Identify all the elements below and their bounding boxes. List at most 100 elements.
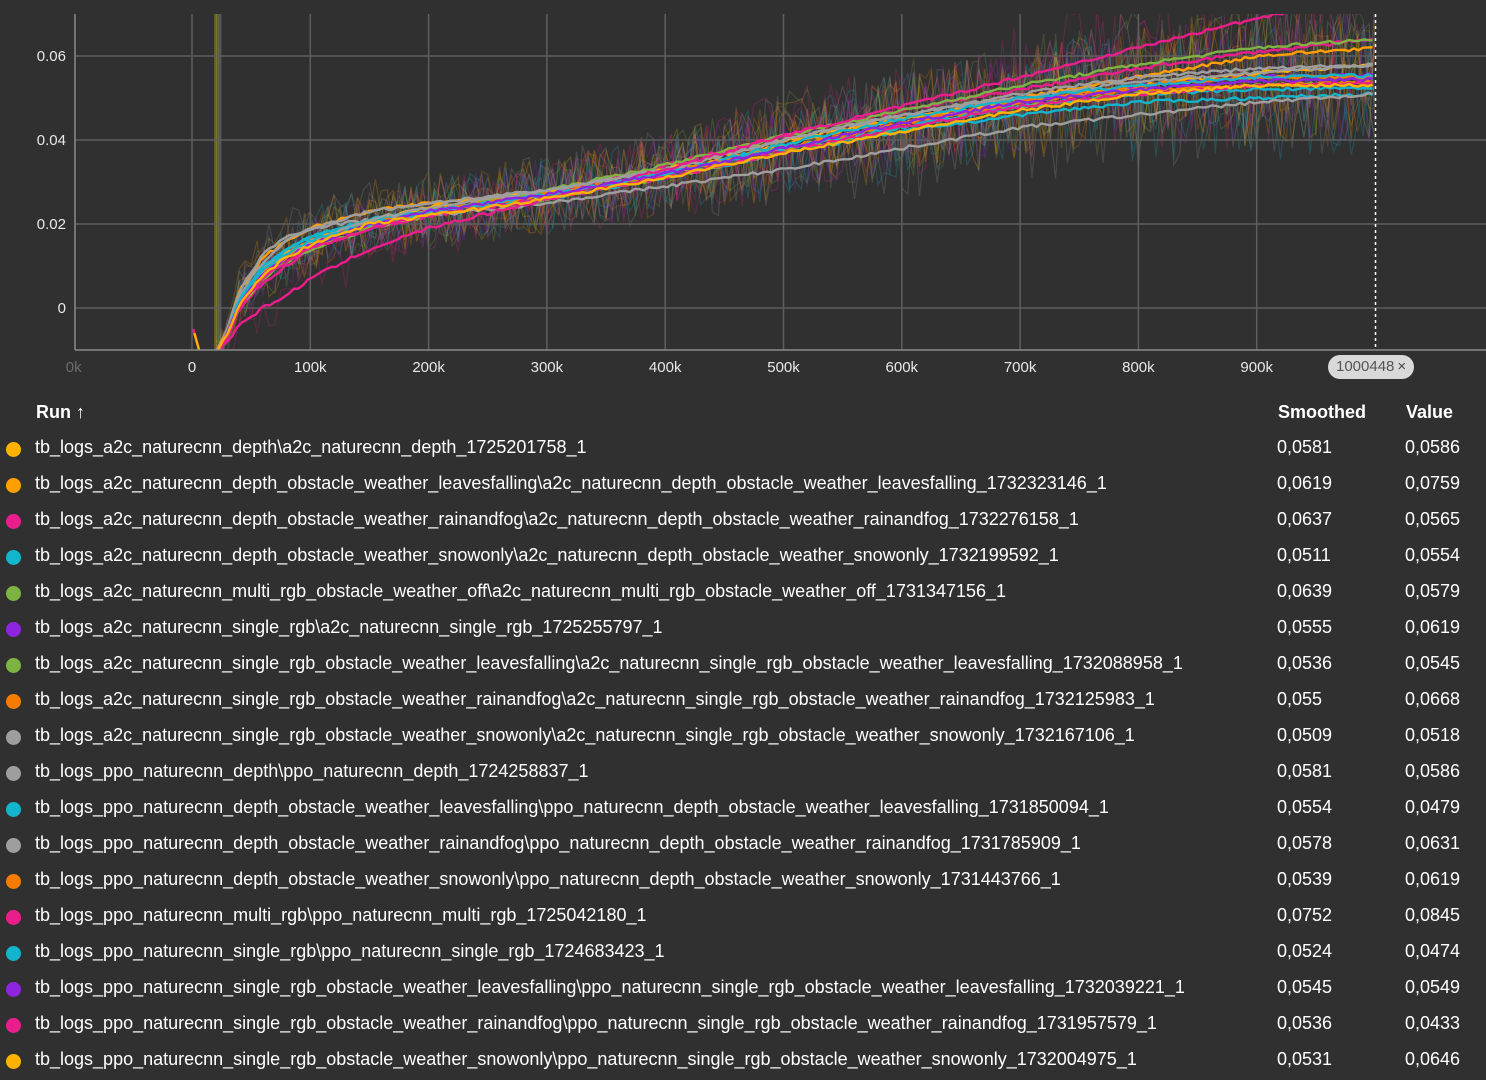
hover-step-value: 1000448 bbox=[1336, 358, 1395, 375]
series-color-dot bbox=[6, 910, 21, 925]
series-color-dot bbox=[6, 586, 21, 601]
table-row[interactable]: tb_logs_ppo_naturecnn_multi_rgb\ppo_natu… bbox=[0, 900, 1486, 936]
x-tick-label: 400k bbox=[649, 359, 682, 376]
raw-value: 0,0554 bbox=[1405, 545, 1461, 565]
smoothed-value: 0,0545 bbox=[1277, 977, 1333, 997]
table-row[interactable]: tb_logs_a2c_naturecnn_multi_rgb_obstacle… bbox=[0, 576, 1486, 612]
run-name: tb_logs_a2c_naturecnn_multi_rgb_obstacle… bbox=[35, 581, 1007, 601]
axis-layer: 0 0.02 0.04 0.06 0k 0 100k 200k 300k 400k 500k 600k… bbox=[37, 14, 1486, 376]
smoothed-value: 0,055 bbox=[1277, 689, 1323, 709]
smoothed-value: 0,0637 bbox=[1277, 509, 1333, 529]
smoothed-value: 0,0539 bbox=[1277, 869, 1333, 889]
run-name: tb_logs_ppo_naturecnn_depth_obstacle_wea… bbox=[35, 833, 1081, 853]
table-row[interactable]: tb_logs_a2c_naturecnn_single_rgb_obstacl… bbox=[0, 720, 1486, 756]
series-color-dot bbox=[6, 874, 21, 889]
run-name: tb_logs_a2c_naturecnn_depth_obstacle_wea… bbox=[35, 545, 1059, 565]
run-name: tb_logs_ppo_naturecnn_depth\ppo_naturecn… bbox=[35, 761, 589, 781]
run-name: tb_logs_a2c_naturecnn_single_rgb\a2c_nat… bbox=[35, 617, 663, 637]
table-row[interactable]: tb_logs_a2c_naturecnn_depth_obstacle_wea… bbox=[0, 468, 1486, 504]
raw-value: 0,0474 bbox=[1405, 941, 1461, 961]
run-name: tb_logs_a2c_naturecnn_depth\a2c_naturecn… bbox=[35, 437, 587, 457]
smoothed-value: 0,0554 bbox=[1277, 797, 1333, 817]
table-row[interactable]: tb_logs_ppo_naturecnn_depth_obstacle_wea… bbox=[0, 864, 1486, 900]
series-line[interactable] bbox=[204, 82, 1373, 358]
raw-series-trace bbox=[221, 14, 1376, 350]
run-name: tb_logs_ppo_naturecnn_multi_rgb\ppo_natu… bbox=[35, 905, 647, 925]
series-line[interactable] bbox=[204, 0, 1373, 359]
x-tick-label: 0 bbox=[188, 359, 196, 376]
table-row[interactable]: tb_logs_a2c_naturecnn_depth_obstacle_wea… bbox=[0, 540, 1486, 576]
series-color-dot bbox=[6, 442, 21, 457]
table-row[interactable]: tb_logs_a2c_naturecnn_single_rgb\a2c_nat… bbox=[0, 612, 1486, 648]
table-row[interactable]: tb_logs_a2c_naturecnn_single_rgb_obstacl… bbox=[0, 684, 1486, 720]
value-column-header[interactable]: Value bbox=[1406, 402, 1454, 422]
raw-value: 0,0549 bbox=[1405, 977, 1461, 997]
raw-value: 0,0631 bbox=[1405, 833, 1461, 853]
series-color-dot bbox=[6, 982, 21, 997]
raw-series-trace bbox=[217, 20, 1376, 350]
raw-value: 0,0619 bbox=[1405, 869, 1461, 889]
close-icon[interactable]: × bbox=[1397, 358, 1407, 375]
raw-value: 0,0545 bbox=[1405, 653, 1461, 673]
smoothed-value: 0,0581 bbox=[1277, 437, 1333, 457]
x-tick-label: 800k bbox=[1122, 359, 1155, 376]
run-name: tb_logs_ppo_naturecnn_single_rgb_obstacl… bbox=[35, 977, 1185, 997]
table-row[interactable]: tb_logs_a2c_naturecnn_single_rgb_obstacl… bbox=[0, 648, 1486, 684]
series-color-dot bbox=[6, 478, 21, 493]
run-name: tb_logs_a2c_naturecnn_depth_obstacle_wea… bbox=[35, 509, 1079, 529]
raw-series-trace bbox=[218, 18, 1376, 350]
run-name: tb_logs_ppo_naturecnn_single_rgb_obstacl… bbox=[35, 1013, 1157, 1033]
x-tick-label: 100k bbox=[294, 359, 327, 376]
raw-value: 0,0845 bbox=[1405, 905, 1461, 925]
smoothed-column-header[interactable]: Smoothed bbox=[1278, 402, 1366, 422]
raw-series-trace bbox=[215, 41, 1376, 348]
table-row[interactable]: tb_logs_ppo_naturecnn_single_rgb_obstacl… bbox=[0, 1044, 1486, 1080]
x-tick-label: 200k bbox=[412, 359, 445, 376]
table-row[interactable]: tb_logs_a2c_naturecnn_depth\a2c_naturecn… bbox=[0, 432, 1486, 468]
run-name: tb_logs_ppo_naturecnn_single_rgb\ppo_nat… bbox=[35, 941, 665, 961]
series-color-dot bbox=[6, 694, 21, 709]
series-color-dot bbox=[6, 514, 21, 529]
run-column-header[interactable]: Run ↑ bbox=[36, 402, 85, 422]
run-name: tb_logs_a2c_naturecnn_single_rgb_obstacl… bbox=[35, 725, 1135, 745]
y-tick-label: 0.02 bbox=[37, 216, 66, 233]
smoothed-value: 0,0536 bbox=[1277, 653, 1333, 673]
table-row[interactable]: tb_logs_ppo_naturecnn_single_rgb_obstacl… bbox=[0, 972, 1486, 1008]
table-row[interactable]: tb_logs_ppo_naturecnn_single_rgb_obstacl… bbox=[0, 1008, 1486, 1044]
series-color-dot bbox=[6, 1054, 21, 1069]
x-tick-label: 300k bbox=[531, 359, 564, 376]
y-tick-label: 0.06 bbox=[37, 48, 66, 65]
series-color-dot bbox=[6, 766, 21, 781]
table-row[interactable]: tb_logs_ppo_naturecnn_depth_obstacle_wea… bbox=[0, 828, 1486, 864]
raw-value: 0,0646 bbox=[1405, 1049, 1461, 1069]
table-row[interactable]: tb_logs_ppo_naturecnn_single_rgb\ppo_nat… bbox=[0, 936, 1486, 972]
table-row[interactable]: tb_logs_a2c_naturecnn_depth_obstacle_wea… bbox=[0, 504, 1486, 540]
raw-value: 0,0565 bbox=[1405, 509, 1461, 529]
table-header: Run ↑ Smoothed Value bbox=[0, 396, 1486, 432]
smoothed-value: 0,0752 bbox=[1277, 905, 1333, 925]
series-color-dot bbox=[6, 550, 21, 565]
scalar-chart[interactable]: 0 0.02 0.04 0.06 0k 0 100k 200k 300k 400k 500k 600k… bbox=[0, 0, 1486, 390]
x-tick-label: 0k bbox=[66, 359, 82, 376]
run-table: Run ↑ Smoothed Value tb_logs_a2c_naturec… bbox=[0, 396, 1486, 1080]
series-line[interactable] bbox=[204, 63, 1374, 360]
x-tick-label: 600k bbox=[886, 359, 919, 376]
y-tick-label: 0.04 bbox=[37, 132, 66, 149]
run-name: tb_logs_ppo_naturecnn_single_rgb_obstacl… bbox=[35, 1049, 1137, 1069]
run-name: tb_logs_a2c_naturecnn_single_rgb_obstacl… bbox=[35, 689, 1155, 709]
line-chart-svg[interactable]: 0 0.02 0.04 0.06 0k 0 100k 200k 300k 400k 500k 600k… bbox=[0, 0, 1486, 390]
run-name: tb_logs_a2c_naturecnn_depth_obstacle_wea… bbox=[35, 473, 1107, 493]
y-tick-label: 0 bbox=[58, 300, 66, 317]
run-name: tb_logs_ppo_naturecnn_depth_obstacle_wea… bbox=[35, 797, 1109, 817]
raw-value: 0,0586 bbox=[1405, 761, 1461, 781]
raw-value: 0,0433 bbox=[1405, 1013, 1461, 1033]
smoothed-value: 0,0511 bbox=[1277, 545, 1331, 565]
table-row[interactable]: tb_logs_ppo_naturecnn_depth\ppo_naturecn… bbox=[0, 756, 1486, 792]
smoothed-value: 0,0509 bbox=[1277, 725, 1333, 745]
hover-step-chip[interactable]: 1000448 × bbox=[1328, 355, 1415, 379]
smoothed-value: 0,0524 bbox=[1277, 941, 1333, 961]
series-color-dot bbox=[6, 658, 21, 673]
plot-background bbox=[0, 0, 1486, 390]
table-row[interactable]: tb_logs_ppo_naturecnn_depth_obstacle_wea… bbox=[0, 792, 1486, 828]
raw-series-trace bbox=[222, 20, 1376, 350]
